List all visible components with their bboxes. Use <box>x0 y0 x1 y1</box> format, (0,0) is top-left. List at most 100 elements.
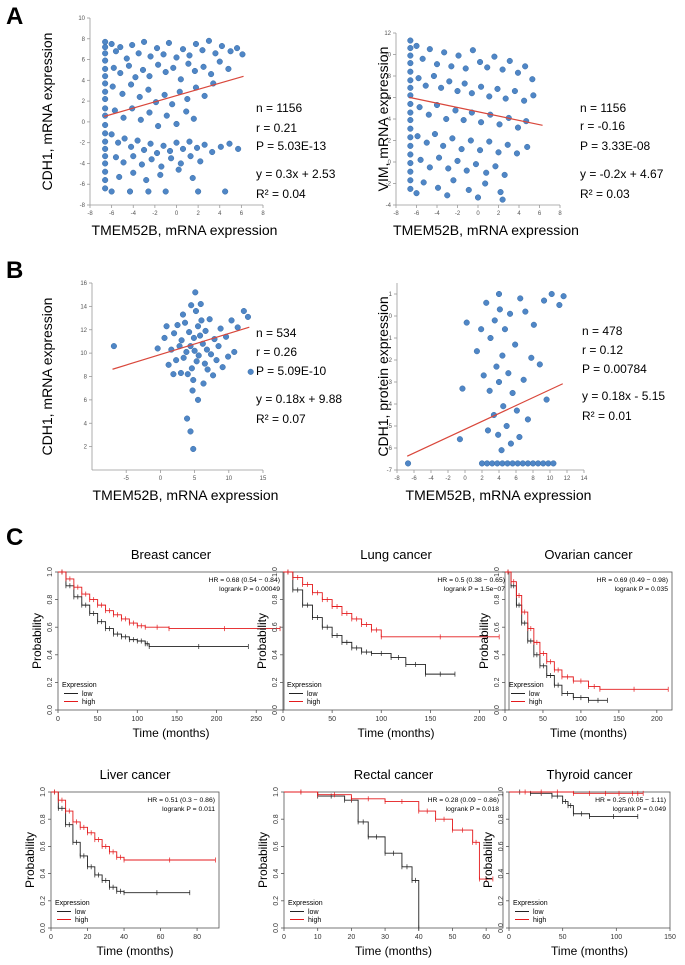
y-tick-label: 0.2 <box>47 677 54 687</box>
stat-text: R² = 0.07 <box>256 412 306 426</box>
y-tick-label: 0.2 <box>40 896 47 906</box>
data-point <box>463 319 470 326</box>
y-tick-label: 0.8 <box>40 814 47 824</box>
plot-frame <box>50 791 220 929</box>
data-point <box>129 41 136 49</box>
data-point <box>459 385 466 392</box>
data-point <box>132 74 139 81</box>
data-point <box>513 150 521 157</box>
data-point <box>116 173 123 180</box>
data-point <box>139 66 147 73</box>
x-axis-label: TMEM52B, mRNA expression <box>93 487 279 503</box>
data-point <box>522 63 529 70</box>
data-point <box>535 460 542 467</box>
data-point <box>516 433 523 441</box>
data-point <box>125 62 132 69</box>
data-point <box>450 177 457 184</box>
panel-label-c: C <box>6 524 23 551</box>
x-tick-label: 20 <box>347 934 355 941</box>
y-tick-label: 0.6 <box>494 622 501 632</box>
data-point <box>234 45 241 52</box>
data-point <box>456 436 463 443</box>
x-tick-label: 0 <box>282 934 286 941</box>
data-point <box>407 168 414 175</box>
data-point <box>102 177 109 184</box>
data-point <box>465 186 472 193</box>
km-curve-low <box>283 571 455 675</box>
data-point <box>513 407 520 414</box>
data-point <box>495 290 503 298</box>
chart-c4: Liver cancer 0 20 40 60 80 0.0 0.2 0.4 0.6 0.8 1.0 T… <box>23 767 220 958</box>
data-point <box>145 188 152 195</box>
x-tick-label: 60 <box>157 934 165 941</box>
data-point <box>212 50 219 57</box>
data-point <box>102 160 109 167</box>
data-point <box>498 447 505 454</box>
data-point <box>521 97 528 104</box>
regression-line <box>112 326 250 370</box>
data-point <box>218 43 225 50</box>
data-point <box>193 358 200 365</box>
data-point <box>514 460 521 467</box>
x-tick-label: 50 <box>559 934 567 941</box>
data-point <box>478 326 485 333</box>
data-point <box>170 64 177 71</box>
data-point <box>493 363 500 370</box>
data-point <box>405 460 412 467</box>
data-point <box>108 40 115 48</box>
data-point <box>115 139 122 146</box>
data-point <box>175 166 182 173</box>
regression-line <box>406 383 564 457</box>
stat-text: y = -0.2x + 4.67 <box>580 167 664 181</box>
data-point <box>187 153 194 160</box>
chart-title: Rectal cancer <box>354 767 434 782</box>
data-point <box>444 192 451 199</box>
data-point <box>530 92 537 99</box>
data-point <box>434 184 442 191</box>
data-point <box>541 297 548 304</box>
legend-title: Expression <box>287 682 322 689</box>
data-point <box>494 460 501 467</box>
data-point <box>102 105 109 112</box>
data-point <box>153 150 161 157</box>
data-point <box>491 317 498 324</box>
data-point <box>120 159 127 166</box>
data-point <box>438 84 445 91</box>
data-point <box>225 65 232 72</box>
data-point <box>120 114 127 121</box>
data-point <box>215 343 222 350</box>
x-tick-label: -8 <box>394 476 400 482</box>
y-tick-label: 0.6 <box>40 841 47 851</box>
legend-item-label: high <box>308 917 321 924</box>
x-tick-label: -6 <box>414 211 420 217</box>
x-tick-label: 0 <box>175 211 179 217</box>
data-point <box>112 48 119 55</box>
data-point <box>461 80 468 87</box>
data-point <box>160 51 167 58</box>
stat-text: r = 0.21 <box>256 121 297 135</box>
data-point <box>219 364 226 371</box>
data-point <box>240 308 247 315</box>
data-point <box>102 50 109 57</box>
x-tick-label: 50 <box>328 716 336 723</box>
x-tick-label: 4 <box>517 211 521 217</box>
data-point <box>226 140 233 147</box>
data-point <box>482 180 489 187</box>
y-axis-label: CDH1, mRNA expression <box>39 298 55 456</box>
y-tick-label: 0 <box>82 120 86 126</box>
data-point <box>217 143 224 150</box>
y-tick-label: 0.2 <box>494 677 501 687</box>
y-tick-label: 0.2 <box>498 896 505 906</box>
stat-text: P = 0.00784 <box>582 362 647 376</box>
y-axis-label: Probability <box>255 613 269 669</box>
data-point <box>506 57 513 65</box>
data-point <box>173 120 180 128</box>
data-point <box>414 133 421 140</box>
x-tick-label: 8 <box>531 476 535 482</box>
data-point <box>201 360 208 367</box>
data-point <box>500 403 507 410</box>
data-point <box>190 376 197 384</box>
y-tick-label: 1.0 <box>498 787 505 797</box>
x-axis-label: Time (months) <box>133 726 210 740</box>
